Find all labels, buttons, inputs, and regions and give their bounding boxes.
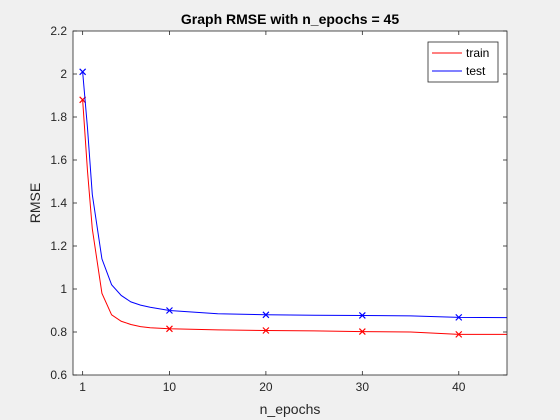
x-tick-label: 40: [452, 380, 466, 394]
x-tick-label: 30: [356, 380, 370, 394]
legend-label-test: test: [466, 64, 486, 78]
legend: train test: [427, 41, 499, 83]
x-tick-label: 1: [79, 380, 86, 394]
x-axis-label: n_epochs: [260, 401, 321, 417]
legend-label-train: train: [466, 46, 489, 60]
axes-layer: 1 10 20 30 40 0.6 0.8 1 1.2 1.4 1.6 1.8 2 2.2: [50, 24, 508, 394]
data-point-train-20: [262, 327, 270, 334]
marker-stroke: [455, 330, 463, 338]
chart-title: Graph RMSE with n_epochs = 45: [181, 11, 399, 27]
y-tick-label: 1.8: [50, 110, 67, 124]
data-point-test-1: [79, 68, 87, 76]
marker-stroke: [79, 68, 87, 76]
legend-box: [427, 41, 499, 83]
y-tick-label: 2.2: [50, 24, 67, 38]
series-line-test: [82, 71, 508, 319]
series-line-train: [82, 99, 507, 335]
data-point-test-20: [262, 311, 270, 319]
x-tick-label: 20: [259, 380, 273, 394]
y-tick-label: 1.4: [50, 196, 67, 210]
marker-stroke: [358, 328, 366, 335]
plot-area: [73, 31, 507, 375]
y-tick-label: 1.2: [50, 239, 67, 253]
data-point-train-10: [166, 325, 173, 333]
marker-stroke: [358, 312, 366, 319]
data-point-train-40: [455, 330, 463, 338]
y-tick-label: 0.6: [50, 368, 67, 382]
data-point-test-10: [166, 307, 173, 314]
series-layer: [79, 68, 508, 338]
y-tick-label: 1: [60, 282, 67, 296]
data-point-train-30: [358, 328, 366, 335]
marker-stroke: [262, 327, 270, 334]
y-axis-label: RMSE: [27, 183, 43, 223]
marker-stroke: [166, 307, 173, 314]
marker-stroke: [262, 311, 270, 319]
data-point-test-40: [455, 313, 463, 321]
data-point-test-30: [358, 312, 366, 319]
y-tick-label: 0.8: [50, 325, 67, 339]
y-tick-label: 2: [60, 67, 67, 81]
y-tick-label: 1.6: [50, 153, 67, 167]
x-tick-label: 10: [163, 380, 177, 394]
marker-stroke: [455, 313, 463, 321]
marker-stroke: [166, 325, 173, 333]
